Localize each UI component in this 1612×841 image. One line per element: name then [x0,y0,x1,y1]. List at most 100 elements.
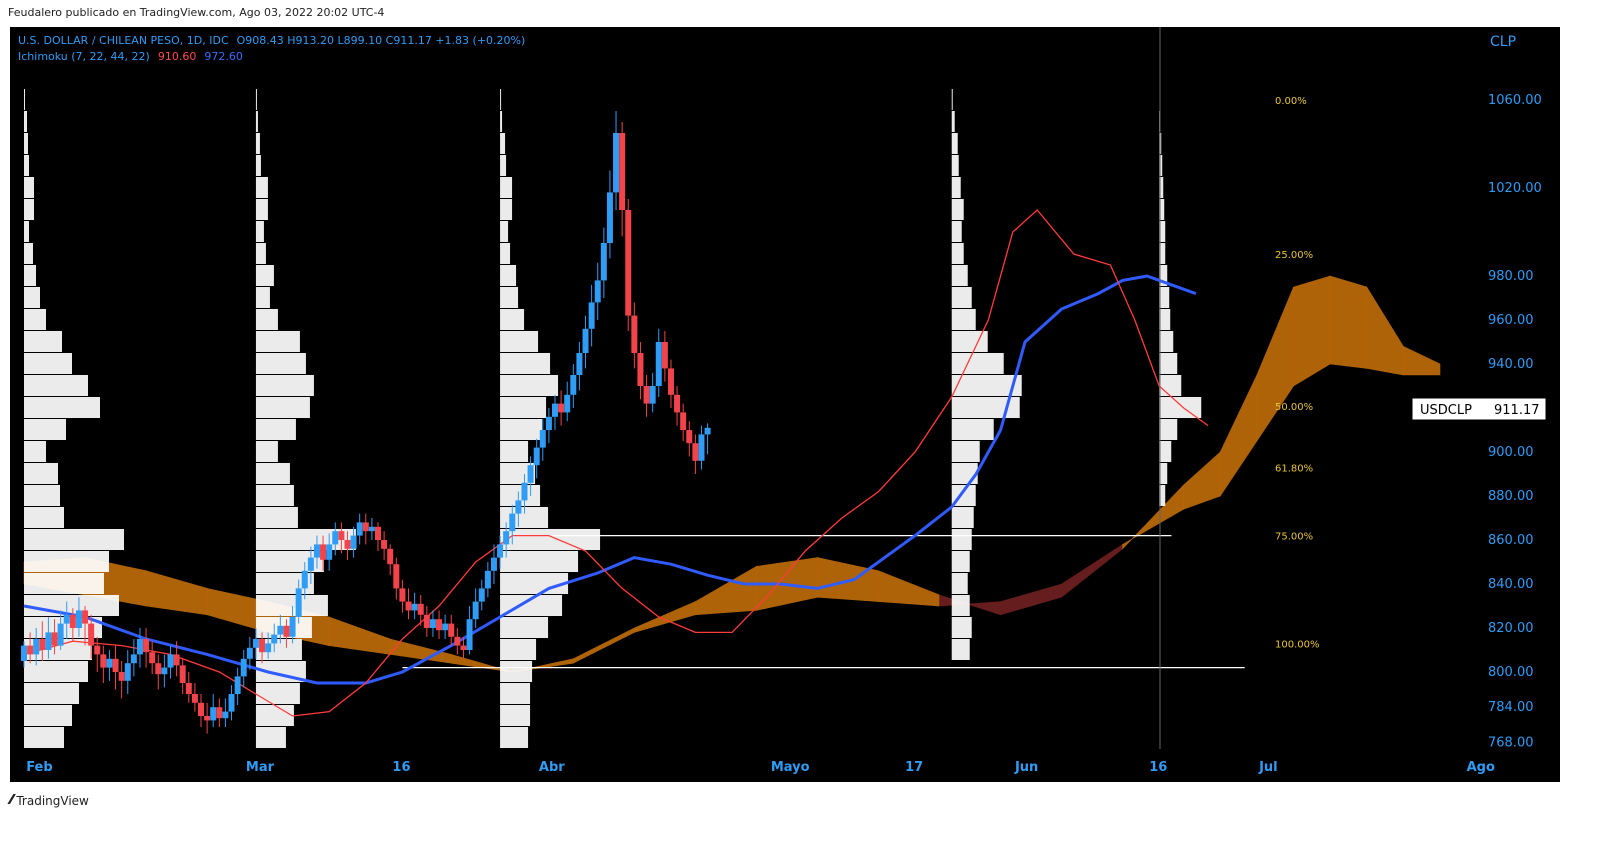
candle-body [173,654,180,666]
volume-profile-bar [500,177,513,198]
candle-body [429,619,436,628]
candle-body [265,643,272,653]
volume-profile-bar [500,221,509,242]
volume-profile-bar [951,573,968,594]
price-tag-box [1411,397,1547,421]
y-axis-tick: 980.00 [1488,269,1534,284]
volume-profile-bar [1159,463,1168,484]
y-axis-tick: 820.00 [1488,621,1534,636]
candle-body [411,603,418,611]
candle-body [106,658,113,668]
fib-level-label: 100.00% [1275,639,1320,650]
cloud-segment [1183,451,1221,510]
candle-body [295,588,302,617]
candle-body [216,707,223,719]
volume-profile-bar [951,463,978,484]
volume-profile-bar [500,265,517,286]
cloud-segment [1293,275,1331,387]
candle-body [252,639,259,648]
volume-profile-bar [24,397,100,418]
currency-label: CLP [1490,34,1516,50]
volume-profile-bar [500,551,579,572]
volume-profile-bar [951,595,970,616]
candle-body [381,540,388,549]
cloud-segment [1403,345,1441,376]
candle-body [301,570,308,589]
y-axis-tick: 800.00 [1488,665,1534,680]
volume-profile-bar [24,705,72,726]
candle-body [448,623,455,637]
volume-profile-bar [951,551,970,572]
tenkan-line [23,209,1209,717]
x-axis-tick: Feb [26,760,52,775]
candle-body [344,540,351,549]
candle-body [185,683,192,694]
cloud-segment [1000,583,1062,616]
candle-body [57,623,64,646]
candle-body [118,672,125,681]
volume-profile-bar [1159,155,1163,176]
candle-body [332,531,339,545]
candle-body [497,544,504,558]
price-tag-value: 911.17 [1494,403,1540,418]
y-axis-tick: 860.00 [1488,533,1534,548]
candle-body [63,614,70,624]
volume-profile-bar [951,375,1022,396]
volume-profile-bar [951,331,988,352]
footer: ⁄⁄ TradingView [10,793,89,808]
candle-body [625,210,632,316]
fib-level-label: 75.00% [1275,532,1313,543]
volume-profile-bar [24,133,28,154]
candle-body [619,133,626,210]
volume-profile-bar [24,463,58,484]
cloud-segment [878,570,940,607]
candle-body [375,526,381,540]
volume-profile-bar [951,89,953,110]
candle-body [442,623,449,631]
candle-body [179,665,186,683]
legend-ichimoku: Ichimoku (7, 22, 44, 22) 910.60 972.60 [18,50,243,63]
candle-body [655,342,662,386]
volume-profile-bar [500,199,513,220]
candle-body [51,632,58,646]
candle-body [39,639,46,650]
candle-body [613,133,620,193]
candle-body [313,544,320,558]
volume-profile-bar [255,705,294,726]
candle-body [576,353,583,375]
candle-body [527,465,534,483]
candle-body [704,427,711,435]
chart-area[interactable]: 0.00% 25.00% 50.00% 61.80% 75.00% 100.00% 106… [10,27,1560,782]
cloud-segment [939,594,1001,616]
candle-body [588,302,595,329]
candle-body [393,564,400,589]
volume-profile-bar [24,507,64,528]
volume-profile-bar [255,89,257,110]
cloud-segment [328,616,391,655]
volume-profile-bar [500,155,507,176]
cloud-segment [1061,543,1123,598]
price-chart-svg[interactable]: 0.00% 25.00% 50.00% 61.80% 75.00% 100.00% 106… [10,27,1560,782]
candle-body [484,570,491,589]
candle-body [521,482,528,501]
volume-profile-bar [255,507,298,528]
volume-profile-bar [500,309,525,330]
volume-profile-bar [24,221,29,242]
x-axis-tick: Jun [1014,760,1038,775]
volume-profile-bar [951,617,972,638]
candle-body [399,588,406,602]
volume-profile-bar [951,111,955,132]
candle-body [368,526,375,532]
cloud-segment [573,627,635,664]
volume-profile-bar [255,155,261,176]
candle-body [594,280,601,303]
volume-profile-bar [1159,331,1174,352]
candle-body [417,603,424,615]
volume-profile-bar [1159,221,1166,242]
candle-body [234,676,241,694]
candle-body [387,548,394,565]
volume-profile-bar [255,309,278,330]
cloud-segment [634,601,696,633]
volume-profile-bar [500,331,539,352]
y-axis-tick: 900.00 [1488,445,1534,460]
